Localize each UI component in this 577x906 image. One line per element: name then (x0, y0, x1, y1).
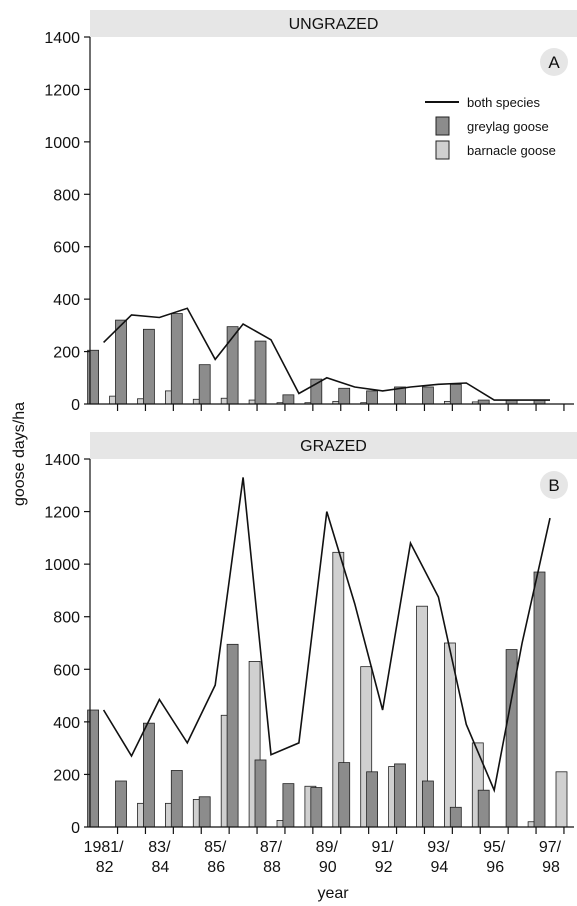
bar-greylag (282, 783, 295, 828)
y-tick-label: 0 (71, 820, 80, 837)
bar-greylag (421, 386, 434, 405)
bar-greylag (115, 780, 127, 828)
line-both-species (103, 307, 550, 401)
bar-greylag (310, 787, 323, 828)
y-tick-label: 0 (71, 397, 80, 414)
legend-greylag-swatch (435, 116, 450, 136)
x-tick-label: 87/ (260, 839, 283, 856)
y-axis-title: goose days/ha (11, 402, 28, 506)
panel-header-band (90, 432, 577, 459)
x-tick-label: 97/ (539, 839, 562, 856)
bar-greylag (254, 340, 267, 405)
bar-greylag (533, 571, 546, 828)
chart-marks (87, 307, 568, 828)
y-tick-label: 200 (53, 767, 80, 784)
y-tick-label: 1400 (44, 30, 80, 47)
x-tick-label: 88 (263, 859, 281, 876)
legend-label-barnacle: barnacle goose (467, 143, 556, 158)
legend-label-both-species: both species (467, 95, 540, 110)
panel-header-band (90, 10, 577, 37)
y-tick-label: 1200 (44, 82, 80, 99)
bar-greylag (338, 762, 351, 828)
y-tick-label: 1000 (44, 557, 80, 574)
bar-greylag (115, 319, 127, 405)
panel-title: UNGRAZED (289, 16, 379, 33)
x-tick-label: 91/ (371, 839, 394, 856)
x-axis-title: year (317, 885, 349, 902)
y-tick-label: 800 (53, 187, 80, 204)
x-tick-label: 1981/ (84, 839, 125, 856)
y-tick-label: 800 (53, 610, 80, 627)
x-tick-label: 96 (486, 859, 504, 876)
bar-greylag (170, 770, 183, 828)
panel-label-circle (540, 48, 568, 76)
bar-greylag (226, 643, 239, 828)
bar-greylag (477, 789, 490, 828)
panel-label: B (548, 476, 559, 495)
bar-greylag (366, 390, 379, 405)
x-tick-label: 83/ (148, 839, 171, 856)
legend: both species greylag goose barnacle goos… (425, 95, 556, 160)
bar-greylag (87, 709, 99, 828)
bar-greylag (142, 722, 155, 828)
bar-greylag (170, 313, 183, 405)
y-tick-label: 1200 (44, 505, 80, 522)
panel-label-circle (540, 471, 568, 499)
x-tick-label: 92 (375, 859, 393, 876)
bar-barnacle (555, 771, 568, 828)
bar-greylag (198, 796, 211, 828)
bar-greylag (87, 349, 99, 405)
y-tick-label: 400 (53, 715, 80, 732)
bar-greylag (282, 394, 295, 405)
bar-greylag (449, 383, 462, 405)
x-tick-label: 94 (431, 859, 449, 876)
bar-greylag (366, 771, 379, 828)
line-both-species (102, 477, 551, 793)
panel-headers: UNGRAZED A GRAZED B (90, 10, 577, 499)
x-tick-label: 84 (152, 859, 170, 876)
panel-label: A (548, 53, 560, 72)
y-tick-label: 1400 (44, 452, 80, 469)
x-tick-label: 85/ (204, 839, 227, 856)
x-tick-label: 89/ (316, 839, 339, 856)
bar-greylag (421, 780, 434, 828)
x-tick-label: 95/ (483, 839, 506, 856)
y-tick-label: 600 (53, 662, 80, 679)
legend-barnacle-swatch (435, 140, 450, 160)
bar-greylag (449, 806, 462, 828)
bar-greylag (198, 364, 211, 405)
y-tick-label: 200 (53, 345, 80, 362)
x-tick-label: 98 (542, 859, 560, 876)
bar-greylag (254, 759, 267, 828)
bar-greylag (394, 763, 406, 828)
legend-label-greylag: greylag goose (467, 119, 549, 134)
bar-greylag (338, 387, 351, 405)
y-tick-label: 400 (53, 292, 80, 309)
x-tick-label: 93/ (427, 839, 450, 856)
x-tick-label: 90 (319, 859, 337, 876)
bar-greylag (142, 328, 155, 405)
panel-title: GRAZED (300, 438, 367, 455)
axes: 0 200 400 600 800 1000 1200 1400 0 200 400 600 800 10… (44, 30, 574, 876)
y-tick-label: 600 (53, 240, 80, 257)
y-tick-label: 1000 (44, 135, 80, 152)
x-tick-label: 82 (96, 859, 114, 876)
x-tick-label: 86 (207, 859, 225, 876)
